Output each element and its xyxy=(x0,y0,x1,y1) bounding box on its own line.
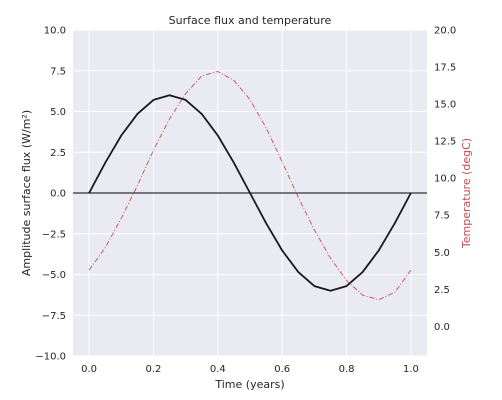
y-right-tick-label: 20.0 xyxy=(434,26,456,37)
y-axis-left-ticks: −10.0 −7.5 −5.0 −2.5 0.0 2.5 5.0 7.5 10.0 xyxy=(35,26,66,363)
y-right-tick-label: 15.0 xyxy=(434,100,456,111)
y-right-tick-label: 7.5 xyxy=(434,211,450,222)
y-left-tick-label: −2.5 xyxy=(42,229,66,240)
x-tick-label: 0.2 xyxy=(146,364,162,375)
y-left-tick-label: 0.0 xyxy=(50,189,66,200)
y-left-tick-label: −10.0 xyxy=(35,352,66,363)
y-axis-left-label: Amplitude surface flux (W/m²) xyxy=(20,110,33,276)
x-tick-label: 0.8 xyxy=(339,364,355,375)
x-axis-ticks: 0.0 0.2 0.4 0.6 0.8 1.0 xyxy=(81,364,419,375)
x-tick-label: 0.0 xyxy=(81,364,97,375)
y-right-tick-label: 17.5 xyxy=(434,63,456,74)
y-right-tick-label: 5.0 xyxy=(434,248,450,259)
y-axis-right-label: Temperature (degC) xyxy=(460,138,473,249)
chart-title: Surface flux and temperature xyxy=(169,14,332,27)
y-left-tick-label: 2.5 xyxy=(50,148,66,159)
x-tick-label: 0.6 xyxy=(274,364,290,375)
y-left-tick-label: −7.5 xyxy=(42,311,66,322)
y-axis-right-ticks: 0.0 2.5 5.0 7.5 10.0 12.5 15.0 17.5 20.0 xyxy=(434,26,456,333)
y-left-tick-label: 7.5 xyxy=(50,66,66,77)
series-line-2 xyxy=(88,71,412,301)
x-axis-label: Time (years) xyxy=(214,378,284,391)
x-tick-label: 1.0 xyxy=(403,364,419,375)
y-right-tick-label: 10.0 xyxy=(434,174,456,185)
series-line-1 xyxy=(88,94,412,292)
y-right-tick-label: 12.5 xyxy=(434,137,456,148)
series-layer xyxy=(88,71,412,301)
x-tick-label: 0.4 xyxy=(210,364,226,375)
y-left-tick-label: 5.0 xyxy=(50,107,66,118)
y-left-tick-label: 10.0 xyxy=(44,26,66,37)
y-right-tick-label: 2.5 xyxy=(434,285,450,296)
y-left-tick-label: −5.0 xyxy=(42,270,66,281)
y-right-tick-label: 0.0 xyxy=(434,322,450,333)
